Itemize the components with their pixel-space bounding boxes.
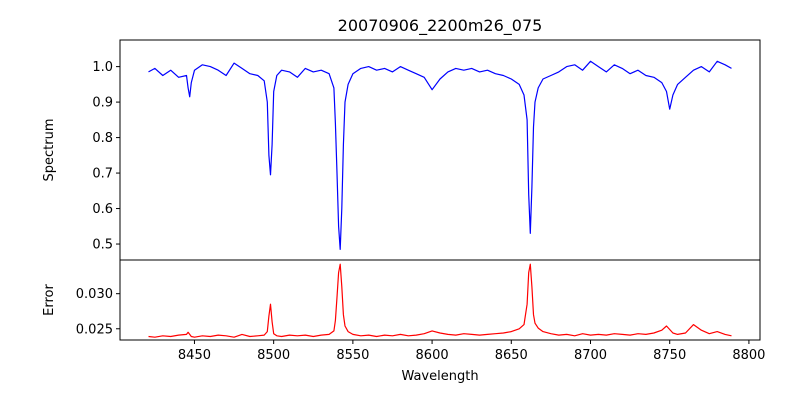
x-axis-label: Wavelength	[401, 369, 478, 384]
error-y-ticks: 0.025 0.030	[76, 287, 120, 337]
x-tick-label: 8600	[416, 348, 449, 363]
chart-title: 20070906_2200m26_075	[338, 16, 543, 36]
error-panel: 0.025 0.030 Error	[42, 259, 761, 341]
spectrum-y-tick-label: 1.0	[92, 60, 113, 75]
error-frame	[119, 259, 761, 341]
x-ticks: 8450 8500 8550 8600 8650 8700 8750 8800	[178, 340, 765, 363]
spectrum-y-ticks: 0.5 0.6 0.7 0.8 0.9 1.0	[92, 60, 120, 253]
spectrum-y-tick-label: 0.8	[92, 131, 113, 146]
spectrum-line	[148, 60, 732, 250]
x-tick-label: 8550	[336, 348, 369, 363]
spectrum-y-tick-label: 0.7	[92, 167, 113, 182]
error-line	[148, 263, 732, 338]
x-tick-label: 8800	[732, 348, 765, 363]
x-tick-label: 8700	[574, 348, 607, 363]
spectrum-y-label: Spectrum	[42, 119, 57, 182]
error-y-label: Error	[42, 284, 57, 316]
x-tick-label: 8500	[257, 348, 290, 363]
spectrum-y-tick-label: 0.9	[92, 96, 113, 111]
spectrum-y-tick-label: 0.6	[92, 202, 113, 217]
x-tick-label: 8650	[495, 348, 528, 363]
x-tick-label: 8450	[178, 348, 211, 363]
x-tick-label: 8750	[653, 348, 686, 363]
error-y-tick-label: 0.030	[76, 287, 113, 302]
spectrum-y-tick-label: 0.5	[92, 238, 113, 253]
error-y-tick-label: 0.025	[76, 322, 113, 337]
